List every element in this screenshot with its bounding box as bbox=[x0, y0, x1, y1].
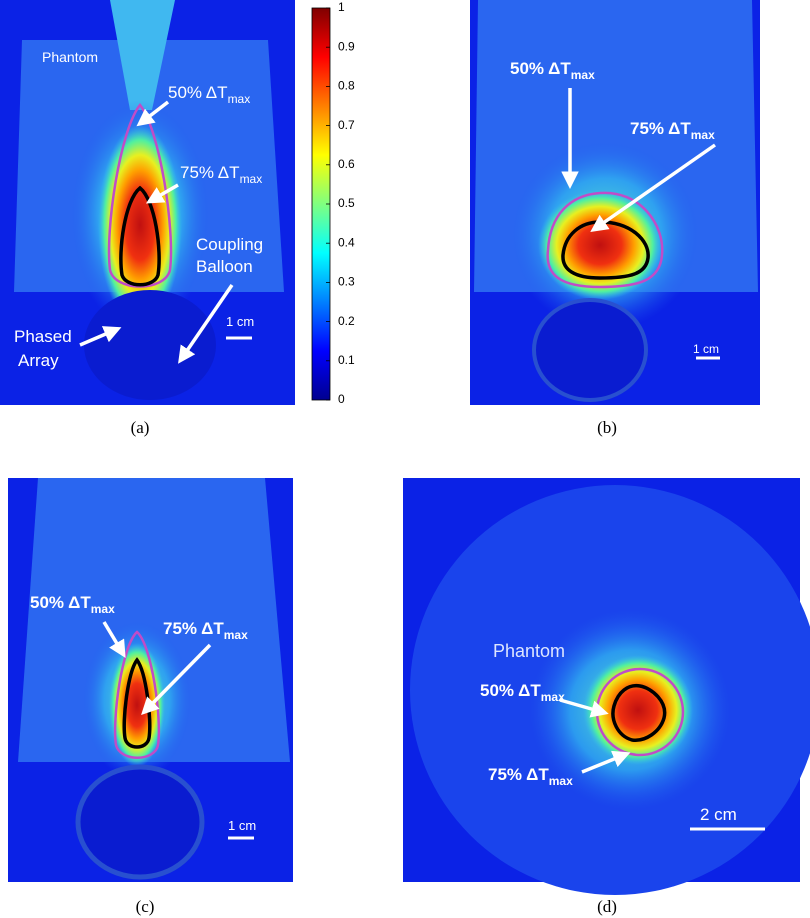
panel-d: Phantom 50% ΔTmax 75% ΔTmax 2 cm bbox=[403, 478, 810, 895]
colorbar-tick-label: 0.5 bbox=[338, 196, 355, 210]
label: Coupling bbox=[196, 235, 263, 254]
caption: (d) bbox=[597, 897, 617, 916]
colorbar-tick-label: 0.1 bbox=[338, 353, 355, 367]
label: Phantom bbox=[42, 49, 98, 65]
label: Array bbox=[18, 351, 59, 370]
label: 75% ΔTmax bbox=[630, 119, 715, 142]
panel-c: 50% ΔTmax 75% ΔTmax 1 cm bbox=[8, 478, 293, 882]
caption: (c) bbox=[136, 897, 155, 916]
label: Phantom bbox=[493, 641, 565, 661]
colorbar-tick-label: 0.9 bbox=[338, 39, 355, 53]
label: Phased bbox=[14, 327, 72, 346]
panel-a: Phantom 50% ΔTmax 75% ΔTmax Coupling Bal… bbox=[0, 0, 295, 405]
label: max bbox=[571, 68, 595, 82]
label: 50% ΔT bbox=[30, 593, 91, 612]
label: 75% ΔT bbox=[180, 163, 240, 182]
label: max bbox=[541, 690, 565, 704]
label: max bbox=[549, 774, 573, 788]
scale-label: 1 cm bbox=[228, 818, 256, 833]
caption: (b) bbox=[597, 418, 617, 437]
colorbar-tick-label: 0.4 bbox=[338, 235, 355, 249]
label: 50% ΔTmax bbox=[480, 681, 565, 704]
scale-label: 1 cm bbox=[693, 342, 719, 356]
colorbar-tick-label: 1 bbox=[338, 0, 345, 14]
label: 50% ΔTmax bbox=[168, 83, 250, 106]
label: max bbox=[224, 628, 248, 642]
caption: (a) bbox=[131, 418, 150, 437]
label: 75% ΔTmax bbox=[180, 163, 262, 186]
label: 50% ΔTmax bbox=[30, 593, 115, 616]
panel-b: 50% ΔTmax 75% ΔTmax 1 cm bbox=[470, 0, 760, 405]
label: 50% ΔT bbox=[168, 83, 228, 102]
colorbar-tick-label: 0.3 bbox=[338, 275, 355, 289]
label: 75% ΔT bbox=[488, 765, 549, 784]
label: 50% ΔTmax bbox=[510, 59, 595, 82]
colorbar: 0 0.1 0.2 0.3 0.4 0.5 0.6 0.7 0.8 0.9 1 bbox=[311, 0, 355, 406]
colorbar-tick-label: 0.6 bbox=[338, 157, 355, 171]
label: 50% ΔT bbox=[510, 59, 571, 78]
scale-label: 1 cm bbox=[226, 314, 254, 329]
label: 75% ΔTmax bbox=[163, 619, 248, 642]
label: max bbox=[228, 92, 251, 106]
label: 75% ΔTmax bbox=[488, 765, 573, 788]
label: Balloon bbox=[196, 257, 253, 276]
colorbar-tick-label: 0.7 bbox=[338, 118, 355, 132]
label: max bbox=[691, 128, 715, 142]
colorbar-tick-label: 0 bbox=[338, 392, 345, 406]
colorbar-tick-label: 0.2 bbox=[338, 314, 355, 328]
label: 75% ΔT bbox=[163, 619, 224, 638]
scale-label: 2 cm bbox=[700, 805, 737, 824]
label: 75% ΔT bbox=[630, 119, 691, 138]
label: max bbox=[240, 172, 263, 186]
label: 50% ΔT bbox=[480, 681, 541, 700]
colorbar-tick-label: 0.8 bbox=[338, 79, 355, 93]
label: max bbox=[91, 602, 115, 616]
